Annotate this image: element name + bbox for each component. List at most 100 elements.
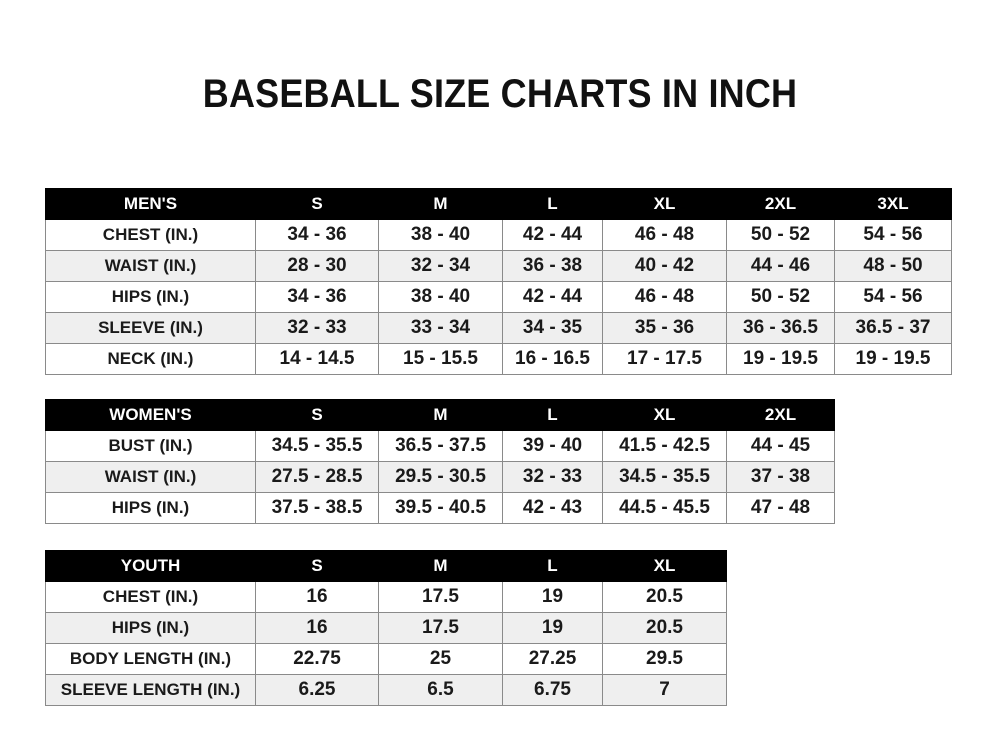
size-header: M	[378, 550, 503, 582]
measurement-label: SLEEVE LENGTH (IN.)	[45, 674, 256, 706]
size-header: L	[502, 188, 603, 220]
size-header: XL	[602, 188, 727, 220]
table-row: SLEEVE LENGTH (IN.) 6.25 6.5 6.75 7	[45, 674, 727, 706]
size-value: 25	[378, 643, 503, 675]
size-header: L	[502, 550, 603, 582]
table-header-row: YOUTH S M L XL	[45, 550, 727, 582]
size-value: 14 - 14.5	[255, 343, 379, 375]
measurement-label: CHEST (IN.)	[45, 219, 256, 251]
size-value: 6.5	[378, 674, 503, 706]
size-value: 27.5 - 28.5	[255, 461, 379, 493]
size-value: 6.75	[502, 674, 603, 706]
size-value: 28 - 30	[255, 250, 379, 282]
size-value: 33 - 34	[378, 312, 503, 344]
size-header: L	[502, 399, 603, 431]
measurement-label: BODY LENGTH (IN.)	[45, 643, 256, 675]
table-row: BODY LENGTH (IN.) 22.75 25 27.25 29.5	[45, 643, 727, 675]
table-row: CHEST (IN.) 16 17.5 19 20.5	[45, 581, 727, 613]
size-value: 20.5	[602, 581, 727, 613]
size-value: 7	[602, 674, 727, 706]
size-value: 19 - 19.5	[834, 343, 952, 375]
size-value: 16	[255, 581, 379, 613]
size-value: 16 - 16.5	[502, 343, 603, 375]
table-row: BUST (IN.) 34.5 - 35.5 36.5 - 37.5 39 - 40 4…	[45, 430, 835, 462]
size-header: 3XL	[834, 188, 952, 220]
table-row: HIPS (IN.) 34 - 36 38 - 40 42 - 44 46 - 48 50…	[45, 281, 952, 313]
womens-size-table: WOMEN'S S M L XL 2XL BUST (IN.) 34.5 - 35.5 36.5…	[45, 399, 835, 524]
size-value: 34.5 - 35.5	[255, 430, 379, 462]
size-value: 36.5 - 37	[834, 312, 952, 344]
size-value: 50 - 52	[726, 219, 835, 251]
table-row: NECK (IN.) 14 - 14.5 15 - 15.5 16 - 16.5 17 …	[45, 343, 952, 375]
measurement-label: WAIST (IN.)	[45, 250, 256, 282]
size-value: 17 - 17.5	[602, 343, 727, 375]
table-row: HIPS (IN.) 16 17.5 19 20.5	[45, 612, 727, 644]
size-header: S	[255, 188, 379, 220]
size-value: 22.75	[255, 643, 379, 675]
size-value: 20.5	[602, 612, 727, 644]
size-value: 34.5 - 35.5	[602, 461, 727, 493]
size-value: 42 - 43	[502, 492, 603, 524]
size-value: 32 - 33	[255, 312, 379, 344]
size-value: 36 - 36.5	[726, 312, 835, 344]
mens-size-table: MEN'S S M L XL 2XL 3XL CHEST (IN.) 34 - 36 38 - 4…	[45, 188, 952, 375]
category-header: MEN'S	[45, 188, 256, 220]
table-row: SLEEVE (IN.) 32 - 33 33 - 34 34 - 35 35 - 36…	[45, 312, 952, 344]
size-value: 39 - 40	[502, 430, 603, 462]
size-header: XL	[602, 399, 727, 431]
size-value: 44.5 - 45.5	[602, 492, 727, 524]
size-value: 29.5	[602, 643, 727, 675]
size-value: 27.25	[502, 643, 603, 675]
size-value: 44 - 46	[726, 250, 835, 282]
size-value: 37.5 - 38.5	[255, 492, 379, 524]
measurement-label: WAIST (IN.)	[45, 461, 256, 493]
size-value: 36 - 38	[502, 250, 603, 282]
size-header: M	[378, 188, 503, 220]
size-value: 42 - 44	[502, 219, 603, 251]
size-header: 2XL	[726, 188, 835, 220]
table-header-row: WOMEN'S S M L XL 2XL	[45, 399, 835, 431]
size-value: 34 - 36	[255, 281, 379, 313]
size-value: 17.5	[378, 612, 503, 644]
size-value: 19	[502, 581, 603, 613]
size-value: 40 - 42	[602, 250, 727, 282]
measurement-label: CHEST (IN.)	[45, 581, 256, 613]
table-row: WAIST (IN.) 27.5 - 28.5 29.5 - 30.5 32 - 33…	[45, 461, 835, 493]
table-row: WAIST (IN.) 28 - 30 32 - 34 36 - 38 40 - 42 4…	[45, 250, 952, 282]
page-title: BASEBALL SIZE CHARTS IN INCH	[202, 72, 798, 116]
size-header: S	[255, 550, 379, 582]
youth-size-table: YOUTH S M L XL CHEST (IN.) 16 17.5 19 20.5 HIPS (I…	[45, 550, 727, 706]
table-header-row: MEN'S S M L XL 2XL 3XL	[45, 188, 952, 220]
size-value: 6.25	[255, 674, 379, 706]
size-value: 15 - 15.5	[378, 343, 503, 375]
size-value: 50 - 52	[726, 281, 835, 313]
size-value: 19 - 19.5	[726, 343, 835, 375]
measurement-label: SLEEVE (IN.)	[45, 312, 256, 344]
size-header: 2XL	[726, 399, 835, 431]
size-value: 16	[255, 612, 379, 644]
size-value: 36.5 - 37.5	[378, 430, 503, 462]
measurement-label: HIPS (IN.)	[45, 281, 256, 313]
table-row: HIPS (IN.) 37.5 - 38.5 39.5 - 40.5 42 - 43 4…	[45, 492, 835, 524]
size-value: 54 - 56	[834, 281, 952, 313]
size-value: 41.5 - 42.5	[602, 430, 727, 462]
size-value: 34 - 36	[255, 219, 379, 251]
size-value: 54 - 56	[834, 219, 952, 251]
size-value: 19	[502, 612, 603, 644]
table-row: CHEST (IN.) 34 - 36 38 - 40 42 - 44 46 - 48 5…	[45, 219, 952, 251]
measurement-label: BUST (IN.)	[45, 430, 256, 462]
size-value: 42 - 44	[502, 281, 603, 313]
size-value: 32 - 34	[378, 250, 503, 282]
size-header: S	[255, 399, 379, 431]
size-value: 38 - 40	[378, 219, 503, 251]
size-header: XL	[602, 550, 727, 582]
size-value: 46 - 48	[602, 281, 727, 313]
measurement-label: NECK (IN.)	[45, 343, 256, 375]
size-value: 37 - 38	[726, 461, 835, 493]
measurement-label: HIPS (IN.)	[45, 492, 256, 524]
size-value: 47 - 48	[726, 492, 835, 524]
size-value: 17.5	[378, 581, 503, 613]
category-header: WOMEN'S	[45, 399, 256, 431]
size-value: 44 - 45	[726, 430, 835, 462]
size-value: 29.5 - 30.5	[378, 461, 503, 493]
